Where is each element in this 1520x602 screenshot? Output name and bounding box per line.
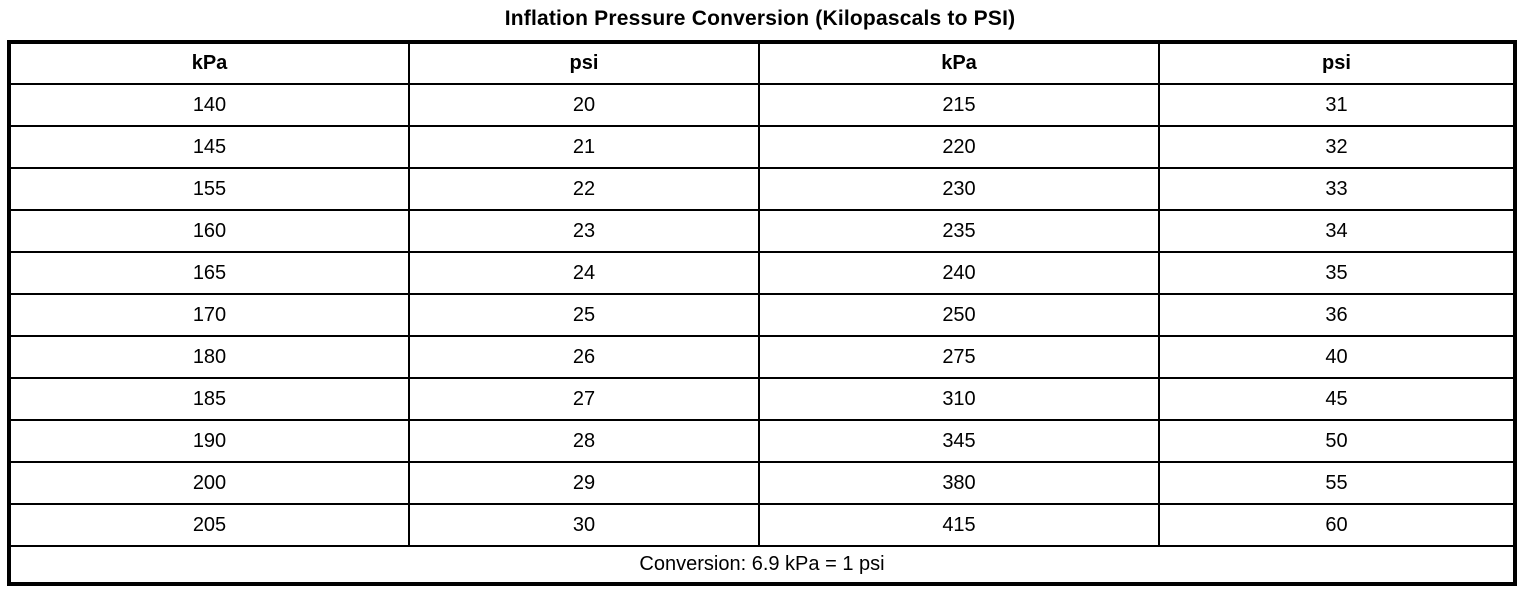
table-cell: 345 <box>758 419 1160 463</box>
column-header-kpa-2: kPa <box>758 41 1160 85</box>
table-row: 160 23 235 34 <box>8 209 1516 253</box>
table-row: 145 21 220 32 <box>8 125 1516 169</box>
header-row: kPa psi kPa psi <box>8 41 1516 85</box>
table-cell: 170 <box>8 293 410 337</box>
table-row: 190 28 345 50 <box>8 419 1516 463</box>
table-cell: 50 <box>1158 419 1516 463</box>
table-row: 165 24 240 35 <box>8 251 1516 295</box>
table-cell: 55 <box>1158 461 1516 505</box>
table-row: 155 22 230 33 <box>8 167 1516 211</box>
table-cell: 415 <box>758 503 1160 547</box>
column-header-psi-2: psi <box>1158 41 1516 85</box>
table-cell: 275 <box>758 335 1160 379</box>
table-cell: 250 <box>758 293 1160 337</box>
table-cell: 60 <box>1158 503 1516 547</box>
table-cell: 29 <box>408 461 760 505</box>
table-cell: 205 <box>8 503 410 547</box>
table-cell: 220 <box>758 125 1160 169</box>
table-row: 140 20 215 31 <box>8 83 1516 127</box>
table-row: 185 27 310 45 <box>8 377 1516 421</box>
table-cell: 33 <box>1158 167 1516 211</box>
column-header-psi-1: psi <box>408 41 760 85</box>
table-row: 200 29 380 55 <box>8 461 1516 505</box>
table-cell: 20 <box>408 83 760 127</box>
table-cell: 380 <box>758 461 1160 505</box>
table-cell: 45 <box>1158 377 1516 421</box>
table-cell: 140 <box>8 83 410 127</box>
table-cell: 145 <box>8 125 410 169</box>
conversion-table: kPa psi kPa psi 140 20 215 31 145 21 220… <box>7 40 1517 586</box>
table-cell: 30 <box>408 503 760 547</box>
table-cell: 240 <box>758 251 1160 295</box>
conversion-note: Conversion: 6.9 kPa = 1 psi <box>8 545 1516 585</box>
table-cell: 160 <box>8 209 410 253</box>
table-cell: 26 <box>408 335 760 379</box>
column-header-kpa-1: kPa <box>8 41 410 85</box>
table-cell: 215 <box>758 83 1160 127</box>
table-cell: 24 <box>408 251 760 295</box>
table-cell: 155 <box>8 167 410 211</box>
table-cell: 31 <box>1158 83 1516 127</box>
table-cell: 35 <box>1158 251 1516 295</box>
table-cell: 190 <box>8 419 410 463</box>
footer-row: Conversion: 6.9 kPa = 1 psi <box>8 545 1516 585</box>
table-row: 170 25 250 36 <box>8 293 1516 337</box>
table-cell: 180 <box>8 335 410 379</box>
table-cell: 27 <box>408 377 760 421</box>
table-row: 205 30 415 60 <box>8 503 1516 547</box>
table-cell: 200 <box>8 461 410 505</box>
table-cell: 23 <box>408 209 760 253</box>
table-cell: 22 <box>408 167 760 211</box>
table-cell: 40 <box>1158 335 1516 379</box>
table-cell: 310 <box>758 377 1160 421</box>
table-cell: 235 <box>758 209 1160 253</box>
page-title: Inflation Pressure Conversion (Kilopasca… <box>504 7 1016 30</box>
table-cell: 230 <box>758 167 1160 211</box>
table-row: 180 26 275 40 <box>8 335 1516 379</box>
table-cell: 32 <box>1158 125 1516 169</box>
table-cell: 21 <box>408 125 760 169</box>
table-cell: 34 <box>1158 209 1516 253</box>
table-cell: 28 <box>408 419 760 463</box>
table-cell: 25 <box>408 293 760 337</box>
table-cell: 165 <box>8 251 410 295</box>
table-cell: 36 <box>1158 293 1516 337</box>
table-cell: 185 <box>8 377 410 421</box>
